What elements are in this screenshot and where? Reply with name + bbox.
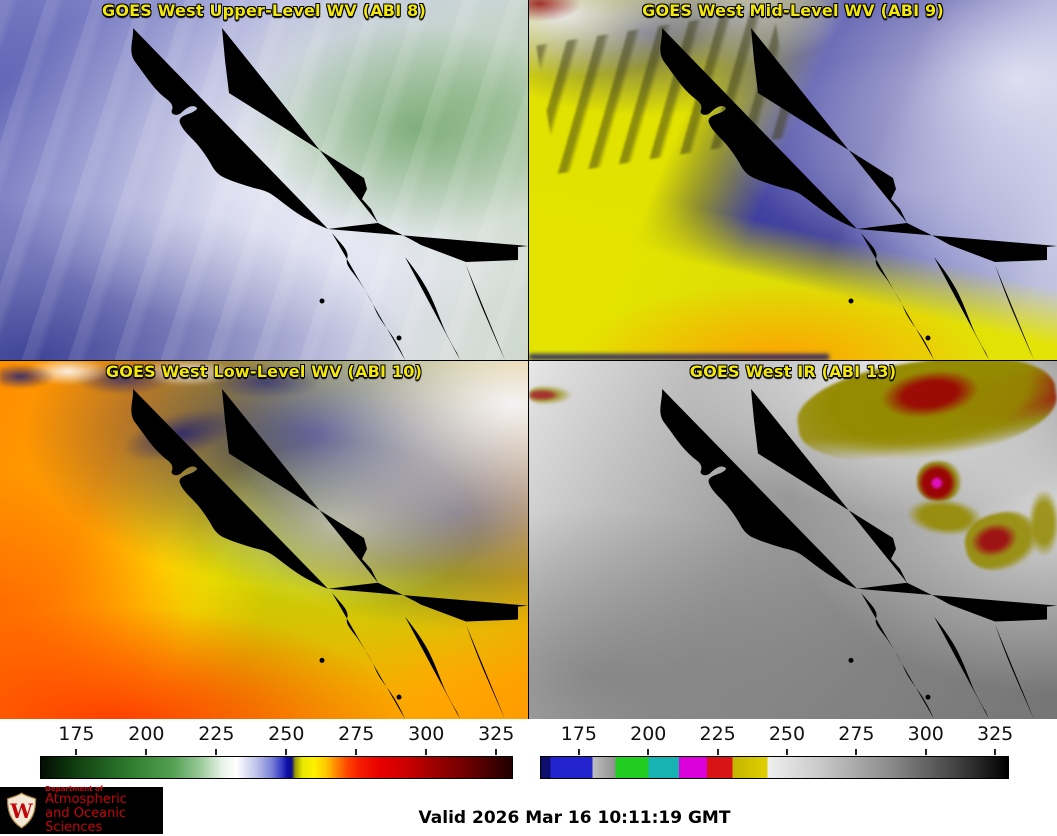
cloud-wisp-layer bbox=[0, 0, 528, 360]
ir-colorbar-tick-marks bbox=[540, 749, 1009, 756]
map-overlay bbox=[660, 365, 1057, 719]
panel-title-upper-wv: GOES West Upper-Level WV (ABI 8) bbox=[102, 1, 426, 20]
cold-cloud-blob bbox=[529, 385, 573, 405]
dry-streak-layer bbox=[536, 8, 794, 174]
wv-colorbar-gradient bbox=[40, 756, 513, 779]
map-overlay bbox=[660, 5, 1057, 360]
panel-ir[interactable]: GOES West IR (ABI 13) bbox=[529, 361, 1057, 719]
colorbar-tick-label: 200 bbox=[630, 723, 667, 745]
colorbar-tick-label: 225 bbox=[198, 723, 235, 745]
ir-colorbar-gradient bbox=[540, 756, 1009, 779]
logo-line1: Atmospheric bbox=[45, 792, 127, 808]
cold-cloud-blob bbox=[1029, 491, 1057, 555]
panel-title-mid-wv: GOES West Mid-Level WV (ABI 9) bbox=[642, 1, 944, 20]
colorbar-tick-label: 325 bbox=[478, 723, 515, 745]
cold-cloud-blob bbox=[959, 504, 1045, 578]
colorbar-tick-label: 175 bbox=[560, 723, 597, 745]
map-overlay bbox=[131, 5, 528, 360]
ir-colorbar: 175 200 225 250 275 300 325 bbox=[528, 719, 1056, 785]
logo-line2: and Oceanic Sciences bbox=[45, 806, 127, 836]
uw-aos-logo[interactable]: W Department of Atmospheric and Oceanic … bbox=[0, 784, 163, 836]
colorbar-tick-label: 325 bbox=[976, 723, 1014, 745]
panel-mid-level-wv[interactable]: GOES West Mid-Level WV (ABI 9) bbox=[529, 0, 1057, 360]
upper-wv-imagery bbox=[0, 0, 528, 360]
ir-imagery bbox=[529, 361, 1057, 719]
colorbar-tick-label: 300 bbox=[907, 723, 944, 745]
map-overlay bbox=[131, 365, 528, 719]
cold-cloud-blob-magenta-core bbox=[917, 461, 961, 501]
panel-upper-level-wv[interactable]: GOES West Upper-Level WV (ABI 8) bbox=[0, 0, 528, 360]
colorbar-tick-label: 175 bbox=[58, 723, 95, 745]
panel-title-ir: GOES West IR (ABI 13) bbox=[689, 362, 897, 381]
footer: W Department of Atmospheric and Oceanic … bbox=[0, 785, 1057, 836]
low-wv-imagery bbox=[0, 361, 528, 719]
satellite-panel-grid: GOES West Upper-Level WV (ABI 8) GOES We… bbox=[0, 0, 1057, 719]
colorbar-tick-label: 275 bbox=[338, 723, 375, 745]
crest-letter: W bbox=[9, 799, 33, 823]
panel-title-low-wv: GOES West Low-Level WV (ABI 10) bbox=[105, 362, 423, 381]
colorbar-row: 175 200 225 250 275 300 325 175 200 bbox=[0, 719, 1057, 785]
uw-crest-icon: W bbox=[6, 792, 37, 829]
colorbar-tick-label: 250 bbox=[268, 723, 305, 745]
colorbar-tick-label: 225 bbox=[699, 723, 736, 745]
wv-colorbar: 175 200 225 250 275 300 325 bbox=[0, 719, 528, 785]
panel-low-level-wv[interactable]: GOES West Low-Level WV (ABI 10) bbox=[0, 361, 528, 719]
colorbar-tick-label: 200 bbox=[128, 723, 165, 745]
cold-cloud-blob bbox=[905, 495, 985, 539]
wv-colorbar-tick-marks bbox=[40, 749, 513, 756]
colorbar-tick-label: 250 bbox=[768, 723, 806, 745]
wv-colorbar-tick-labels: 175 200 225 250 275 300 325 bbox=[40, 723, 515, 749]
colorbar-tick-label: 275 bbox=[838, 723, 875, 745]
moist-strip-layer bbox=[529, 354, 829, 360]
ir-colorbar-tick-labels: 175 200 225 250 275 300 325 bbox=[540, 723, 1014, 749]
cloud-speck-layer bbox=[116, 398, 244, 472]
colorbar-tick-label: 300 bbox=[408, 723, 445, 745]
logo-text: Department of Atmospheric and Oceanic Sc… bbox=[45, 784, 163, 836]
logo-dept-line: Department of bbox=[45, 784, 103, 793]
mid-wv-imagery bbox=[529, 0, 1057, 360]
valid-time-label: Valid 2026 Mar 16 10:11:19 GMT bbox=[418, 808, 731, 828]
